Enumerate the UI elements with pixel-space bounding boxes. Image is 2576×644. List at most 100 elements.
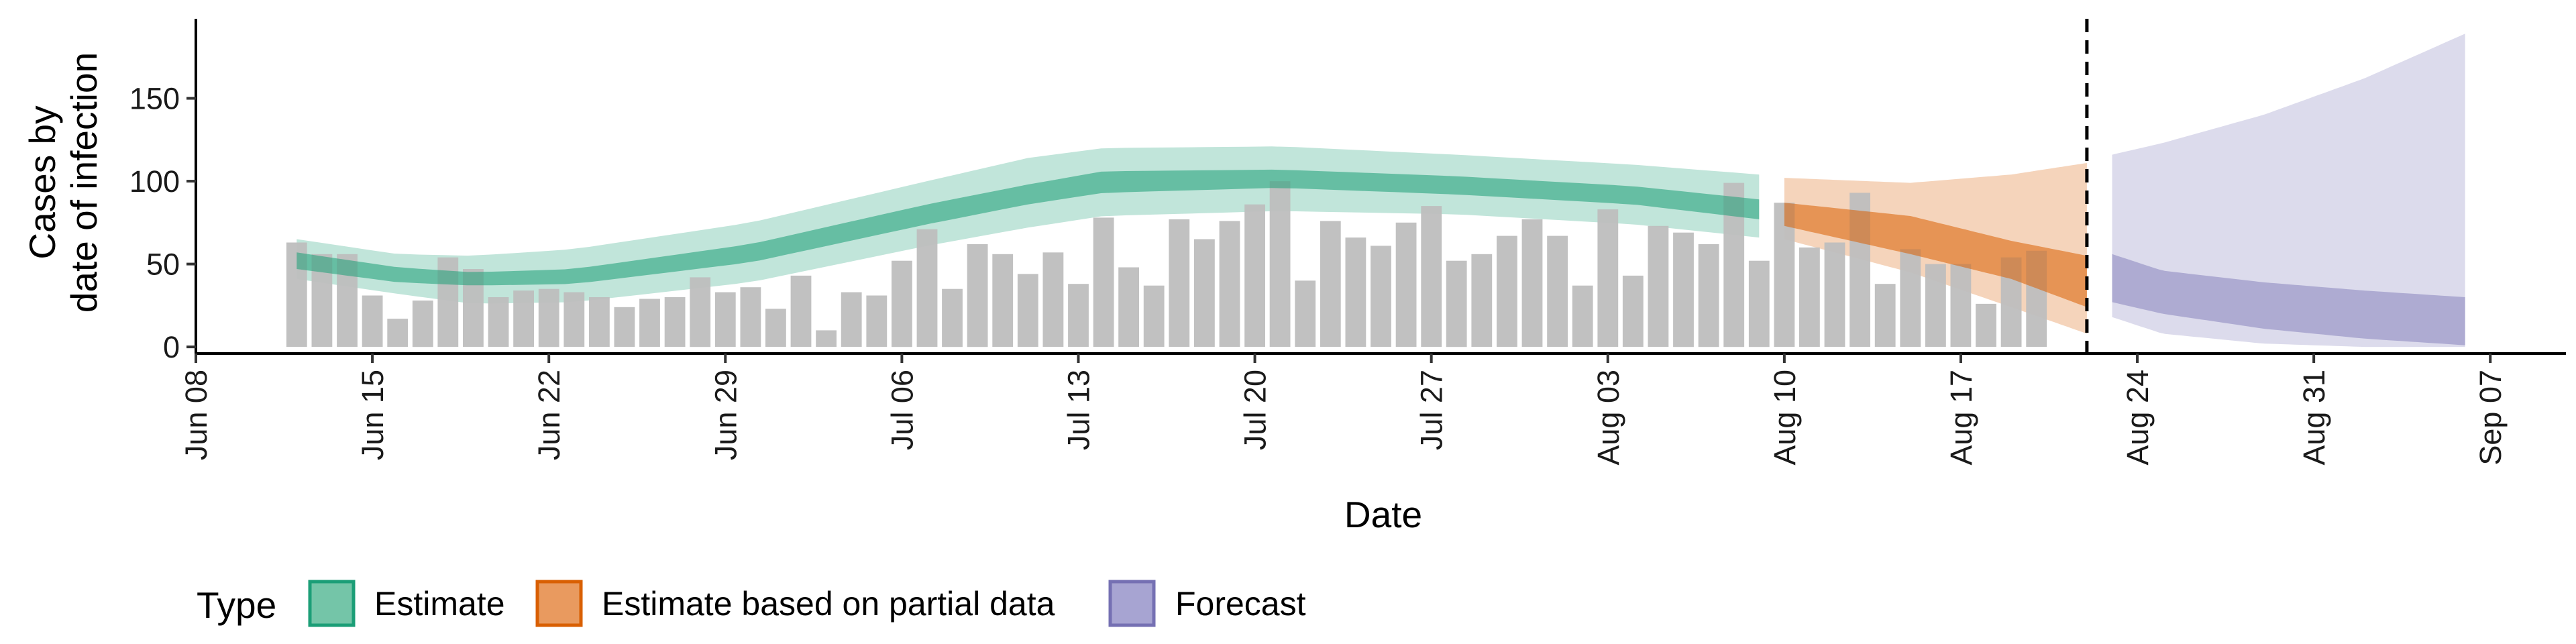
case-bar xyxy=(942,288,963,347)
case-bar xyxy=(916,229,938,347)
x-tick-label: Aug 10 xyxy=(1768,370,1802,466)
x-tick-label: Jun 08 xyxy=(179,370,213,460)
legend-label-partial: Estimate based on partial data xyxy=(602,585,1055,623)
case-bar xyxy=(1269,181,1291,347)
case-bar xyxy=(1572,285,1593,347)
legend-swatch-estimate xyxy=(308,580,356,627)
case-bar xyxy=(1748,260,1770,347)
case-bar xyxy=(1143,285,1165,347)
case-bar xyxy=(690,277,711,347)
case-bar xyxy=(1698,244,1719,347)
case-bar xyxy=(892,260,912,347)
legend-swatch-forecast xyxy=(1108,580,1156,627)
case-bar xyxy=(589,297,610,347)
case-bar xyxy=(1597,209,1619,347)
y-tick-label: 50 xyxy=(146,248,180,282)
forecast-band-90 xyxy=(2112,34,2465,347)
case-bar xyxy=(1345,237,1366,347)
legend: Type Estimate Estimate based on partial … xyxy=(197,580,1306,627)
case-bar xyxy=(1295,280,1316,347)
case-bar xyxy=(1673,232,1694,347)
case-bar xyxy=(967,244,988,347)
case-bar xyxy=(1824,242,1845,347)
case-bar xyxy=(1925,264,1946,347)
case-bar xyxy=(1547,235,1568,347)
case-bar xyxy=(1446,260,1467,347)
x-tick-label: Jul 20 xyxy=(1238,370,1273,450)
case-bar xyxy=(1471,254,1493,347)
legend-label-estimate: Estimate xyxy=(374,585,505,623)
case-bar xyxy=(513,290,534,347)
case-bar xyxy=(1320,221,1341,347)
y-tick-labels: 0 50 100 150 xyxy=(129,82,196,364)
case-bar xyxy=(412,301,433,347)
x-axis-title: Date xyxy=(1344,494,1422,535)
case-bar xyxy=(488,297,509,347)
case-bar xyxy=(362,295,383,347)
case-bar xyxy=(1521,219,1543,347)
x-tick-label: Aug 03 xyxy=(1591,370,1625,466)
y-tick-label: 150 xyxy=(129,82,180,116)
case-bar xyxy=(841,292,862,347)
y-axis-title-line-2: date of infection xyxy=(63,52,105,313)
case-bar xyxy=(614,307,635,347)
axes xyxy=(195,19,2566,355)
case-bar xyxy=(1976,303,1996,347)
x-tick-label: Jul 13 xyxy=(1062,370,1096,450)
case-bar xyxy=(1169,219,1190,347)
case-bar xyxy=(1874,284,1896,347)
case-bar xyxy=(1421,206,1442,347)
case-bar xyxy=(992,254,1014,347)
case-bar xyxy=(1042,252,1064,347)
case-bar xyxy=(1799,247,1820,347)
x-tick-label: Jul 27 xyxy=(1415,370,1449,450)
case-bar xyxy=(1244,204,1265,347)
case-bar xyxy=(1017,274,1038,347)
case-bar xyxy=(1395,222,1417,347)
case-bar xyxy=(866,295,888,347)
x-tick-label: Jun 29 xyxy=(708,370,743,460)
case-bar xyxy=(816,330,837,347)
y-axis-title-line-1: Cases by xyxy=(21,105,63,260)
legend-swatch-partial xyxy=(535,580,583,627)
estimate-band-50 xyxy=(297,169,1760,286)
legend-label-forecast: Forecast xyxy=(1175,585,1306,623)
case-bar xyxy=(790,275,812,347)
case-bar xyxy=(1900,249,1921,347)
x-tick-label: Jun 15 xyxy=(356,370,390,460)
case-bar xyxy=(714,292,736,347)
legend-title: Type xyxy=(197,584,276,626)
y-tick-label: 0 xyxy=(163,330,180,364)
case-bar xyxy=(538,288,559,347)
case-bar xyxy=(1194,239,1215,347)
x-tick-label: Aug 31 xyxy=(2297,370,2331,466)
case-bar xyxy=(1118,267,1139,347)
case-bar xyxy=(664,297,686,347)
case-bar xyxy=(1497,235,1517,347)
case-bar xyxy=(740,287,761,347)
case-bar xyxy=(1950,264,1972,347)
x-tick-label: Aug 24 xyxy=(2121,370,2155,466)
case-bar xyxy=(1068,284,1089,347)
y-axis-title: Cases by date of infection xyxy=(21,52,105,313)
case-bar xyxy=(1219,221,1240,347)
x-tick-label: Jul 06 xyxy=(885,370,919,450)
case-bar xyxy=(1622,275,1644,347)
x-tick-labels: Jun 08 Jun 15 Jun 22 Jun 29 Jul 06 Jul 13 Jul … xyxy=(179,354,2508,466)
case-bar xyxy=(387,319,409,347)
y-tick-label: 100 xyxy=(129,164,180,199)
x-tick-label: Sep 07 xyxy=(2473,370,2508,466)
x-tick-label: Jun 22 xyxy=(532,370,566,460)
case-bar xyxy=(1371,246,1391,347)
case-bar xyxy=(639,299,660,347)
case-bar xyxy=(564,292,585,347)
forecast-band-50 xyxy=(2112,254,2465,345)
case-bar xyxy=(1648,225,1669,347)
estimate-bands-50 xyxy=(297,169,2465,345)
case-bar xyxy=(765,309,786,347)
partial-band-50 xyxy=(1784,203,2087,307)
case-bar xyxy=(1093,217,1114,347)
x-tick-label: Aug 17 xyxy=(1944,370,1978,466)
